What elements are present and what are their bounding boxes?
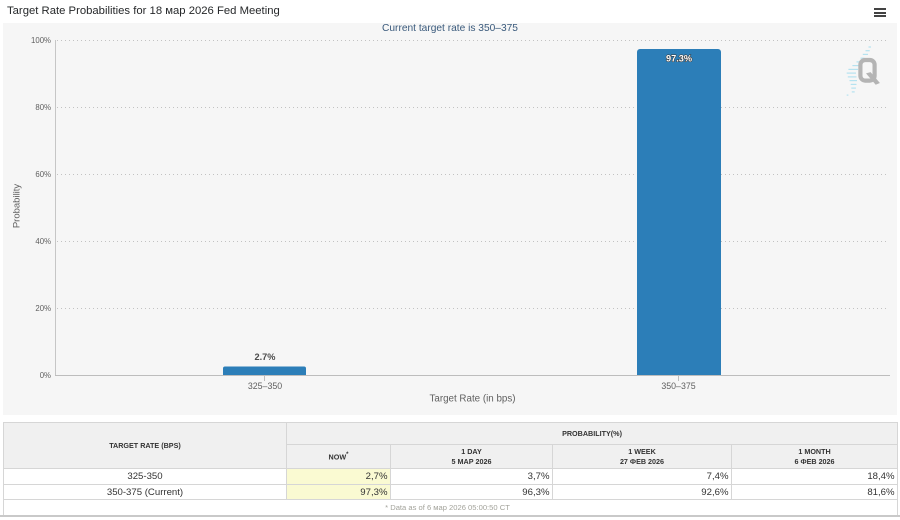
svg-text:Target Rate (in bps): Target Rate (in bps) <box>429 394 515 405</box>
svg-text:97.3%: 97.3% <box>666 54 692 64</box>
svg-text:60%: 60% <box>35 170 51 179</box>
svg-text:Current target rate is 350–375: Current target rate is 350–375 <box>382 23 518 34</box>
svg-text:350–375: 350–375 <box>661 381 695 391</box>
svg-text:80%: 80% <box>35 103 51 112</box>
svg-text:40%: 40% <box>35 237 51 246</box>
svg-text:2.7%: 2.7% <box>255 352 276 362</box>
svg-text:100%: 100% <box>31 36 51 45</box>
svg-text:325–350: 325–350 <box>248 381 282 391</box>
svg-text:0%: 0% <box>40 371 51 380</box>
svg-text:20%: 20% <box>35 304 51 313</box>
svg-text:Probability: Probability <box>12 184 23 229</box>
